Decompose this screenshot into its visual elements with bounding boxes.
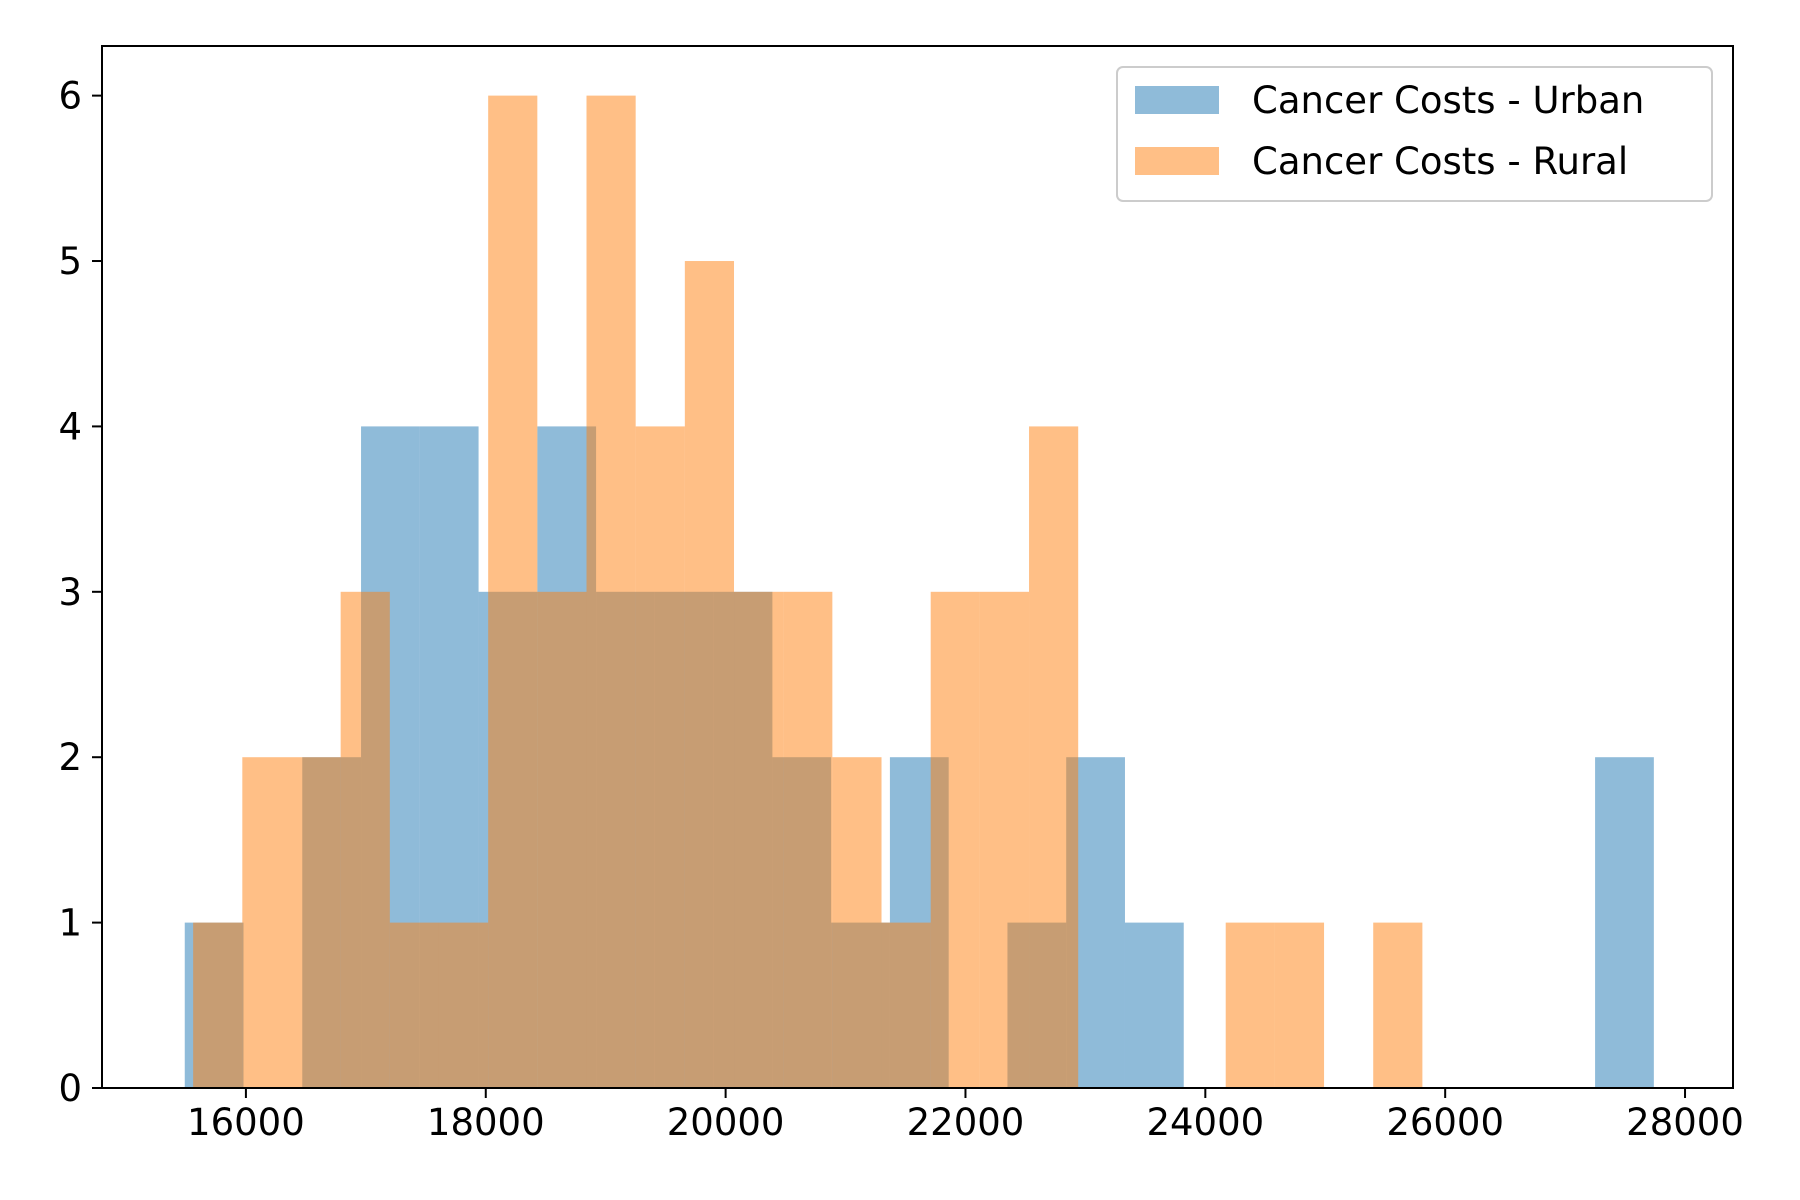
histogram-bar-rural bbox=[684, 261, 735, 1088]
x-tick-label: 20000 bbox=[667, 1101, 785, 1144]
x-tick-label: 18000 bbox=[427, 1101, 545, 1144]
x-axis: 16000 18000 20000 22000 24000 26000 28000 bbox=[187, 1088, 1744, 1144]
histogram-bar-urban bbox=[1124, 922, 1184, 1088]
legend-swatch-rural bbox=[1135, 147, 1219, 175]
histogram-bar-rural bbox=[586, 95, 636, 1089]
histogram-bar-rural bbox=[242, 757, 292, 1088]
legend-label-urban: Cancer Costs - Urban bbox=[1252, 79, 1644, 122]
y-axis: 0 1 2 3 4 5 6 bbox=[58, 75, 102, 1110]
histogram-bar-urban bbox=[1595, 757, 1654, 1088]
bars-layer bbox=[184, 95, 1654, 1089]
x-tick-label: 16000 bbox=[187, 1101, 305, 1144]
legend-label-rural: Cancer Costs - Rural bbox=[1252, 140, 1628, 183]
plot-frame bbox=[101, 45, 1734, 1089]
histogram-bar-rural bbox=[537, 591, 587, 1088]
histogram-bar-rural bbox=[635, 426, 685, 1088]
histogram-bar-rural bbox=[734, 591, 784, 1088]
y-tick-label: 3 bbox=[58, 571, 82, 614]
histogram-bar-rural bbox=[881, 922, 931, 1088]
histogram-bar-rural bbox=[930, 591, 980, 1088]
legend-swatch-urban bbox=[1135, 86, 1219, 114]
y-tick-label: 1 bbox=[58, 902, 82, 945]
histogram-bar-rural bbox=[488, 95, 538, 1089]
x-tick-label: 26000 bbox=[1386, 1101, 1504, 1144]
histogram-bar-rural bbox=[979, 591, 1030, 1088]
histogram-bar-rural bbox=[340, 591, 390, 1088]
histogram-bar-rural bbox=[1225, 922, 1275, 1088]
y-tick-label: 0 bbox=[58, 1067, 82, 1110]
y-tick-label: 2 bbox=[58, 736, 82, 779]
y-tick-label: 4 bbox=[58, 405, 82, 448]
x-tick-label: 24000 bbox=[1146, 1101, 1264, 1144]
histogram-bar-rural bbox=[291, 757, 341, 1088]
histogram-bar-rural bbox=[1029, 426, 1079, 1088]
y-tick-label: 6 bbox=[58, 75, 82, 118]
x-tick-label: 28000 bbox=[1626, 1101, 1744, 1144]
histogram-bar-rural bbox=[1373, 922, 1423, 1088]
histogram-bar-rural bbox=[783, 591, 833, 1088]
x-tick-label: 22000 bbox=[907, 1101, 1025, 1144]
histogram-bar-rural bbox=[193, 922, 243, 1088]
y-tick-label: 5 bbox=[58, 240, 82, 283]
histogram-bar-rural bbox=[832, 757, 882, 1088]
legend: Cancer Costs - Urban Cancer Costs - Rural bbox=[1116, 66, 1713, 202]
legend-box bbox=[1116, 66, 1713, 202]
histogram-bar-rural bbox=[438, 922, 489, 1088]
histogram-bar-rural bbox=[1274, 922, 1325, 1088]
histogram-bar-rural bbox=[389, 922, 439, 1088]
